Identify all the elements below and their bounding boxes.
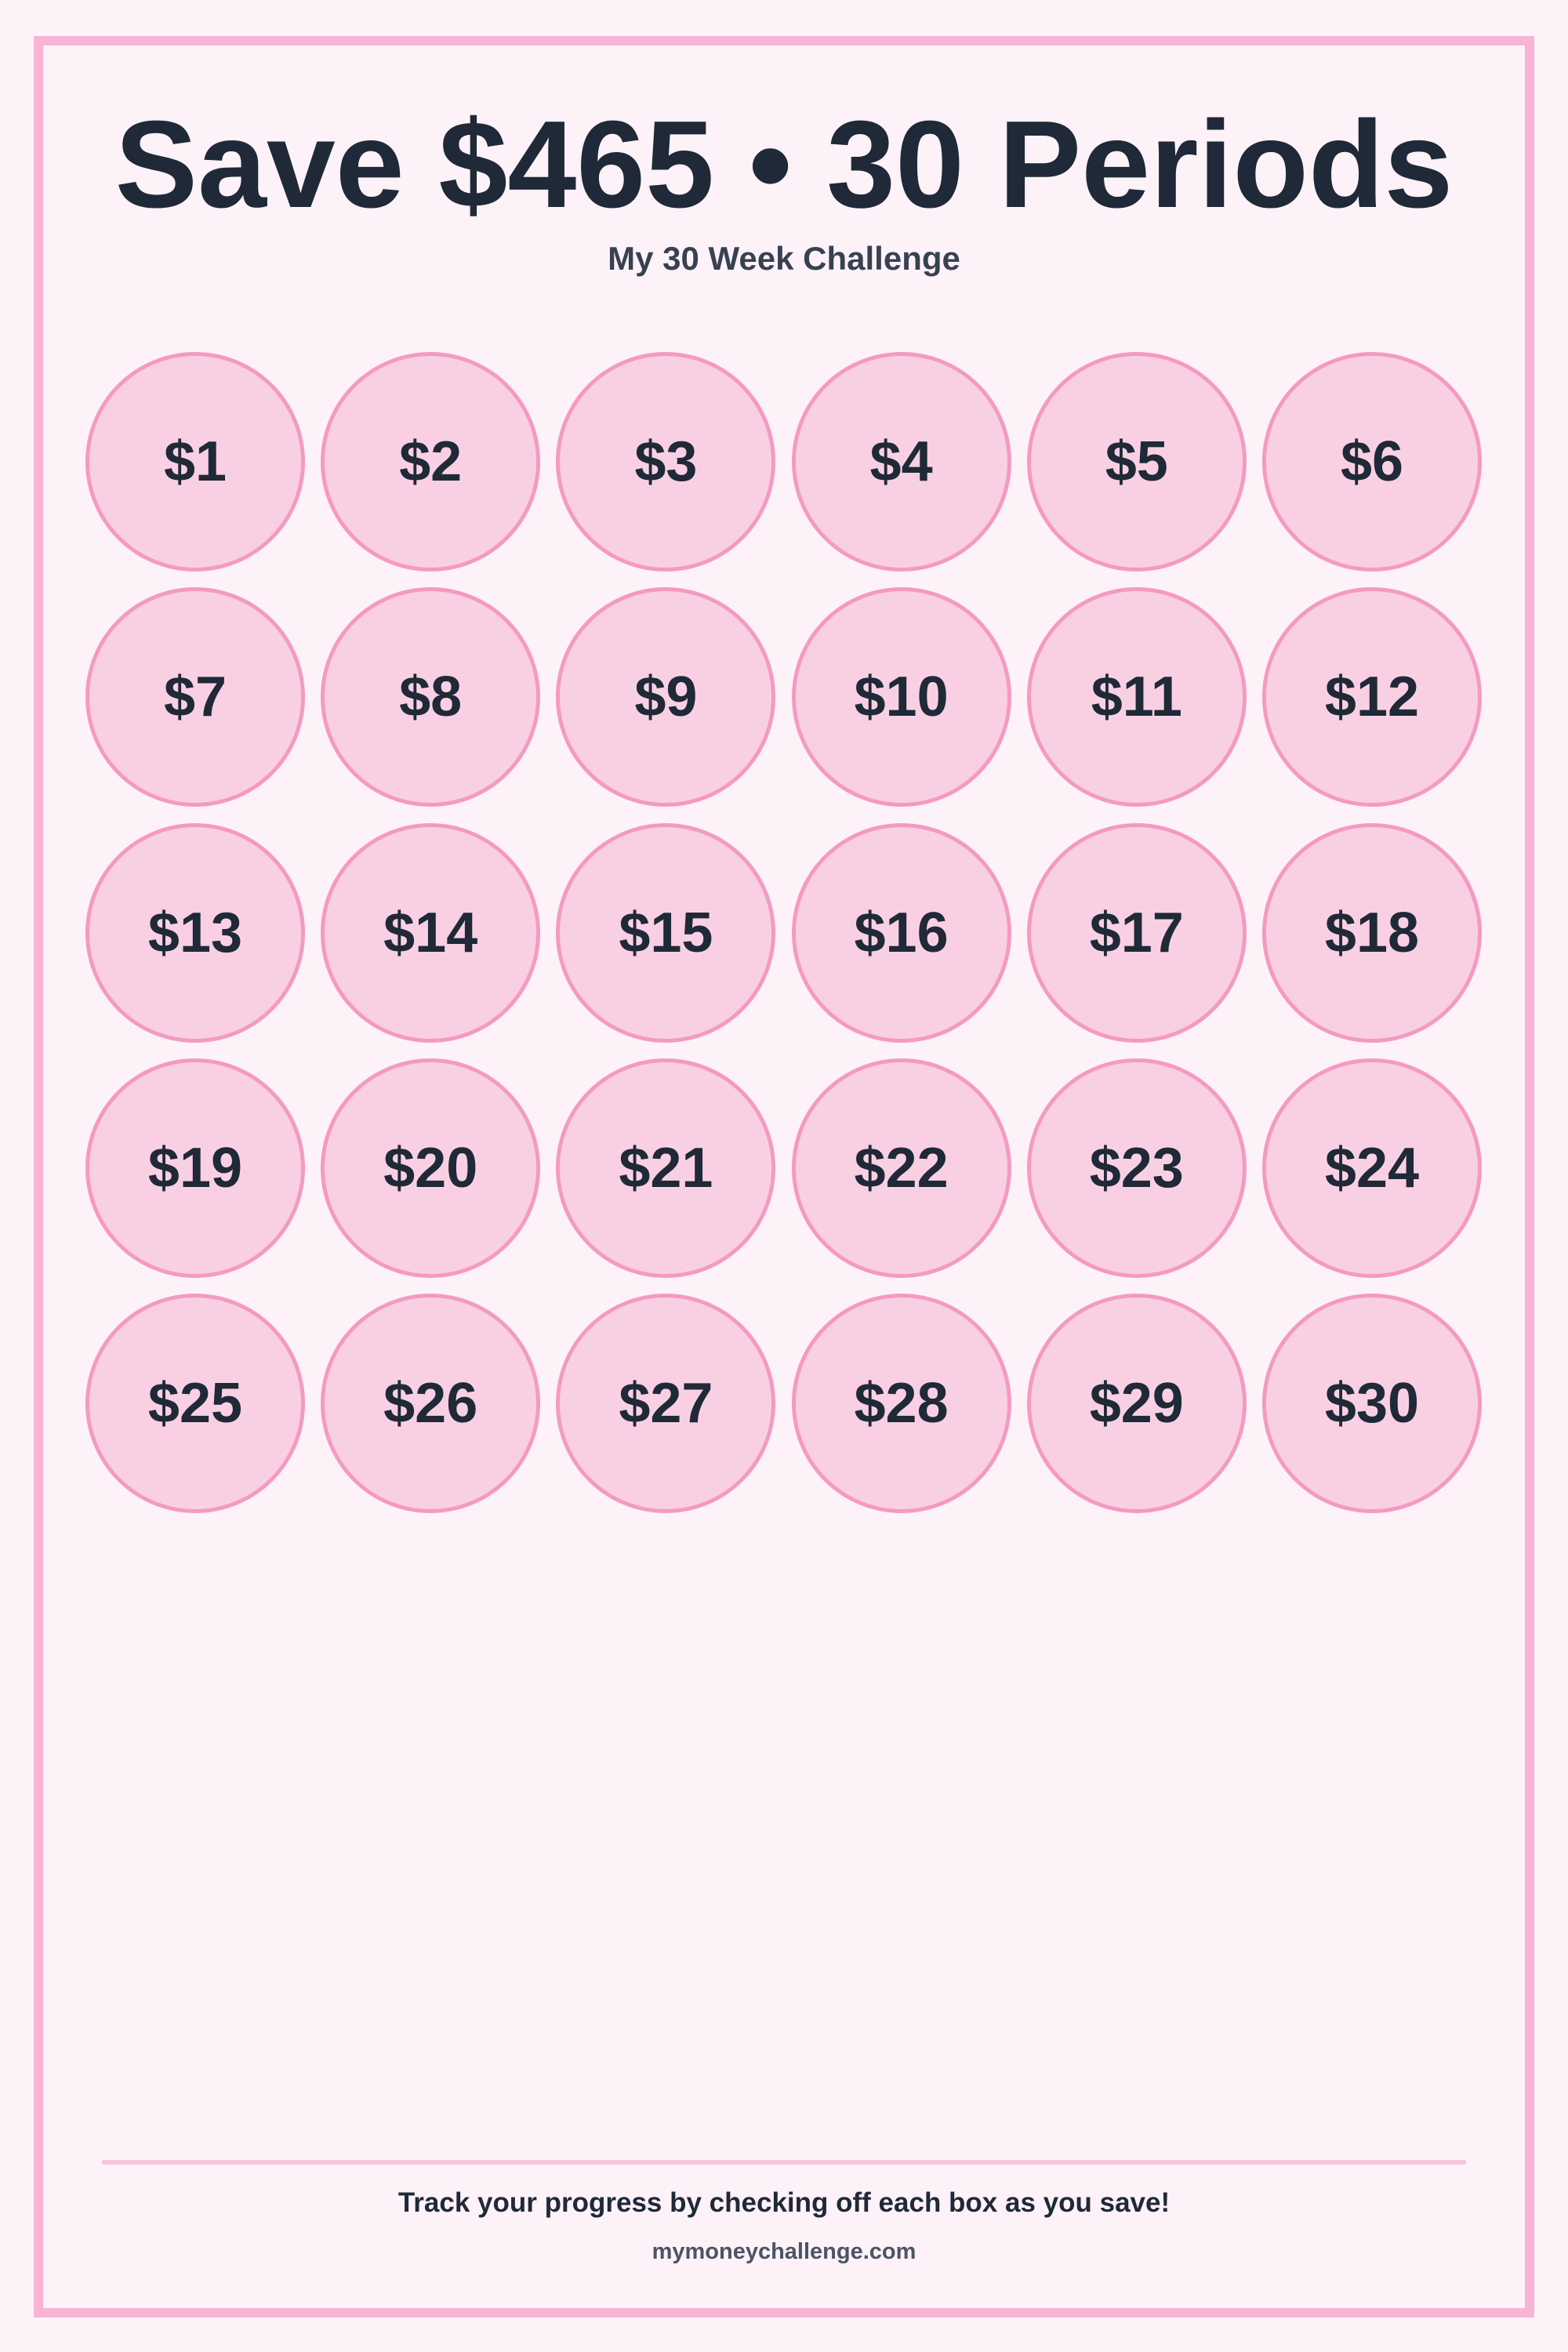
savings-circle[interactable]: $4 — [791, 352, 1011, 572]
page-title: Save $465 • 30 Periods — [114, 96, 1454, 234]
savings-circle[interactable]: $5 — [1026, 352, 1247, 572]
footer-divider — [102, 2160, 1466, 2165]
savings-circle[interactable]: $9 — [556, 587, 776, 808]
savings-circle[interactable]: $21 — [556, 1058, 776, 1278]
savings-circle[interactable]: $1 — [85, 352, 305, 572]
savings-circle[interactable]: $20 — [321, 1058, 541, 1278]
savings-circle[interactable]: $17 — [1026, 822, 1247, 1043]
savings-circle[interactable]: $7 — [85, 587, 305, 808]
savings-circle[interactable]: $13 — [85, 822, 305, 1043]
savings-circle[interactable]: $24 — [1262, 1058, 1482, 1278]
savings-circle[interactable]: $12 — [1262, 587, 1482, 808]
savings-circle[interactable]: $16 — [791, 822, 1011, 1043]
savings-circle[interactable]: $14 — [321, 822, 541, 1043]
savings-circle[interactable]: $26 — [321, 1294, 541, 1514]
savings-circle[interactable]: $3 — [556, 352, 776, 572]
savings-circle[interactable]: $8 — [321, 587, 541, 808]
savings-circle[interactable]: $28 — [791, 1294, 1011, 1514]
savings-circle[interactable]: $15 — [556, 822, 776, 1043]
footer-website: mymoneychallenge.com — [652, 2239, 916, 2264]
savings-circle[interactable]: $2 — [321, 352, 541, 572]
savings-circle[interactable]: $19 — [85, 1058, 305, 1278]
savings-circle[interactable]: $27 — [556, 1294, 776, 1514]
savings-circle[interactable]: $23 — [1026, 1058, 1247, 1278]
page-frame — [34, 36, 1534, 2318]
savings-circle[interactable]: $10 — [791, 587, 1011, 808]
savings-circle[interactable]: $30 — [1262, 1294, 1482, 1514]
savings-circle[interactable]: $11 — [1026, 587, 1247, 808]
savings-circle[interactable]: $25 — [85, 1294, 305, 1514]
savings-circle[interactable]: $29 — [1026, 1294, 1247, 1514]
savings-circle[interactable]: $18 — [1262, 822, 1482, 1043]
savings-circle[interactable]: $22 — [791, 1058, 1011, 1278]
footer-instruction: Track your progress by checking off each… — [397, 2187, 1171, 2218]
page-subtitle: My 30 Week Challenge — [608, 240, 960, 277]
savings-circle[interactable]: $6 — [1262, 352, 1482, 572]
